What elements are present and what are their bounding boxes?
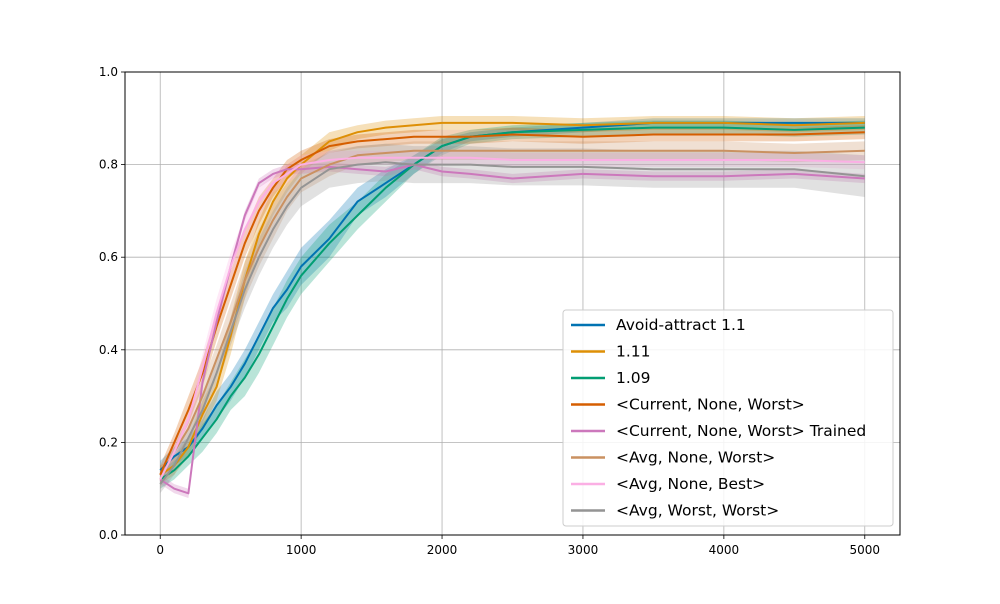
y-tick-label: 0.6 (99, 250, 118, 264)
series-line (159, 161, 865, 485)
y-tick-label: 0.8 (99, 158, 118, 172)
y-tick-label: 0.4 (99, 343, 118, 357)
x-tick-label: 0 (156, 543, 164, 557)
series-line (159, 149, 865, 480)
plot-frame (124, 71, 901, 536)
legend-label: <Avg, None, Worst> (616, 449, 775, 467)
legend-label: 1.09 (616, 369, 651, 387)
y-tick-label: 1.0 (99, 65, 118, 79)
legend-box (562, 309, 894, 527)
x-tick-label: 5000 (849, 543, 880, 557)
x-tick-label: 2000 (427, 543, 458, 557)
legend-label: <Avg, None, Best> (616, 475, 765, 493)
series-line (159, 163, 865, 495)
legend-label: <Avg, Worst, Worst> (616, 502, 779, 520)
series-band (160, 143, 865, 494)
legend-label: <Current, None, Worst> Trained (616, 422, 866, 440)
series-line (159, 121, 865, 476)
series-line (159, 156, 865, 480)
y-tick-label: 0.0 (99, 528, 118, 542)
x-tick-label: 3000 (568, 543, 599, 557)
series-lines (159, 121, 865, 495)
legend-label: 1.11 (616, 343, 651, 361)
confidence-bands (160, 116, 865, 498)
series-line (159, 121, 865, 471)
legend-label: Avoid-attract 1.1 (616, 316, 746, 334)
axis-ticks: 0 1000 2000 3000 4000 5000 0.0 0.2 0.4 0.6 0.8 1.0 (99, 65, 880, 557)
legend: Avoid-attract 1.1 1.11 1.09 <Current, None,… (562, 309, 894, 527)
series-line (159, 126, 865, 481)
legend-label: <Current, None, Worst> (616, 396, 805, 414)
x-tick-label: 4000 (709, 543, 740, 557)
x-tick-label: 1000 (286, 543, 317, 557)
y-tick-label: 0.2 (99, 435, 118, 449)
